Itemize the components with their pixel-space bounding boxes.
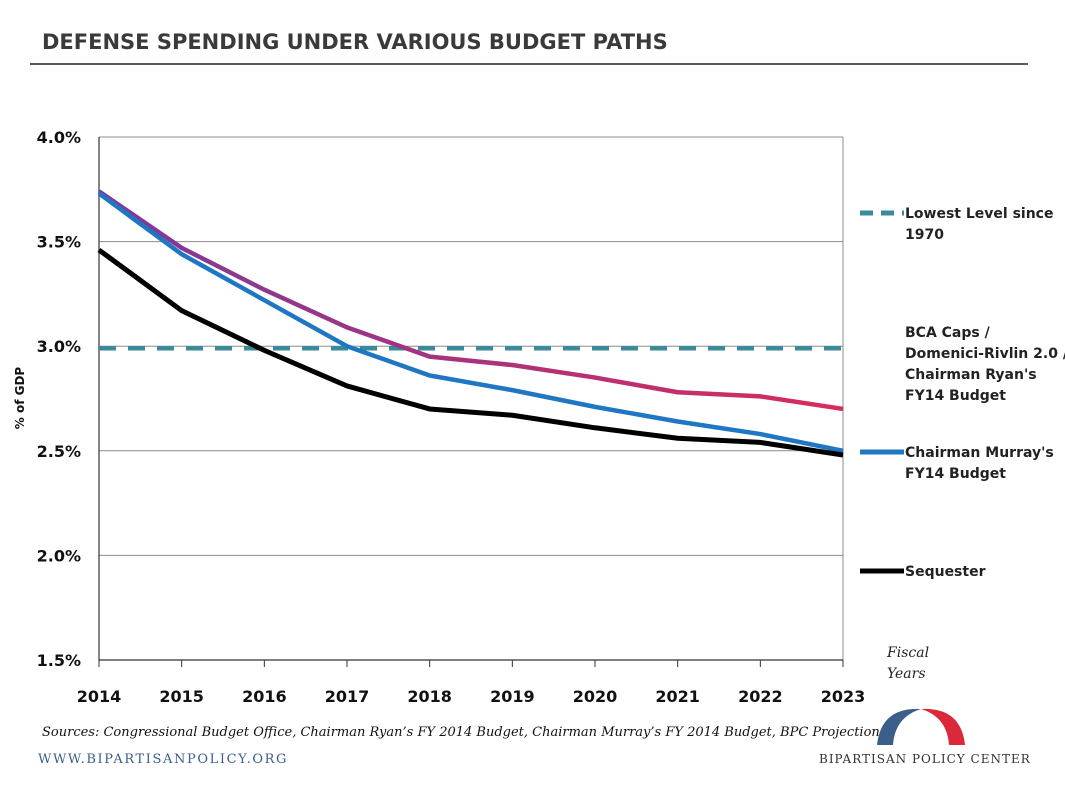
- y-tick-label: 2.5%: [37, 442, 81, 461]
- legend-label-1: BCA Caps /: [905, 325, 991, 341]
- x-tick-label: 2017: [325, 687, 370, 706]
- legend-label-1: FY14 Budget: [905, 388, 1006, 404]
- x-tick-label: 2016: [242, 687, 287, 706]
- x-tick-label: 2018: [407, 687, 452, 706]
- x-axis-label: Fiscal: [886, 645, 929, 661]
- y-tick-label: 2.0%: [37, 546, 81, 565]
- legend-label-3: Sequester: [905, 564, 986, 580]
- chart-title: DEFENSE SPENDING UNDER VARIOUS BUDGET PA…: [42, 30, 668, 54]
- legend-label-2: FY14 Budget: [905, 466, 1006, 482]
- series-group: [97, 189, 844, 458]
- x-tick-label: 2015: [159, 687, 204, 706]
- series-line-1: [97, 189, 844, 412]
- organization-name: BIPARTISAN POLICY CENTER: [819, 752, 1031, 766]
- title-divider: [30, 63, 1028, 65]
- legend-label-1: Chairman Ryan's: [905, 367, 1037, 383]
- y-tick-label: 1.5%: [37, 651, 81, 670]
- x-tick-label: 2019: [490, 687, 535, 706]
- x-tick-label: 2021: [655, 687, 700, 706]
- y-axis-label: % of GDP: [13, 367, 27, 430]
- y-tick-label: 3.5%: [37, 233, 81, 252]
- axes: 1.5% 2.0% 2.5% 3.0% 3.5% 4.0% 2014 2015 2016 2017…: [13, 128, 929, 706]
- x-axis-label: Years: [887, 666, 926, 682]
- x-tick-label: 2014: [77, 687, 122, 706]
- x-tick-label: 2020: [573, 687, 618, 706]
- legend-label-0: Lowest Level since: [905, 206, 1053, 222]
- x-tick-label: 2022: [738, 687, 783, 706]
- legend: Lowest Level since 1970 BCA Caps / Domenici…: [860, 206, 1065, 580]
- logo-left-arc: [877, 708, 921, 745]
- x-tick-label: 2023: [821, 687, 866, 706]
- legend-label-2: Chairman Murray's: [905, 445, 1054, 461]
- sources-note: Sources: Congressional Budget Office, Ch…: [42, 725, 887, 740]
- website-link[interactable]: WWW.BIPARTISANPOLICY.ORG: [38, 752, 288, 767]
- legend-label-0: 1970: [905, 227, 944, 243]
- grid: [99, 136, 844, 661]
- arc-logo-icon: [877, 708, 965, 745]
- y-tick-label: 3.0%: [37, 337, 81, 356]
- legend-label-1: Domenici-Rivlin 2.0 /: [905, 346, 1065, 362]
- series-line-2: [97, 191, 844, 454]
- logo-right-arc: [921, 708, 965, 745]
- series-line-3: [97, 247, 844, 458]
- y-tick-label: 4.0%: [37, 128, 81, 147]
